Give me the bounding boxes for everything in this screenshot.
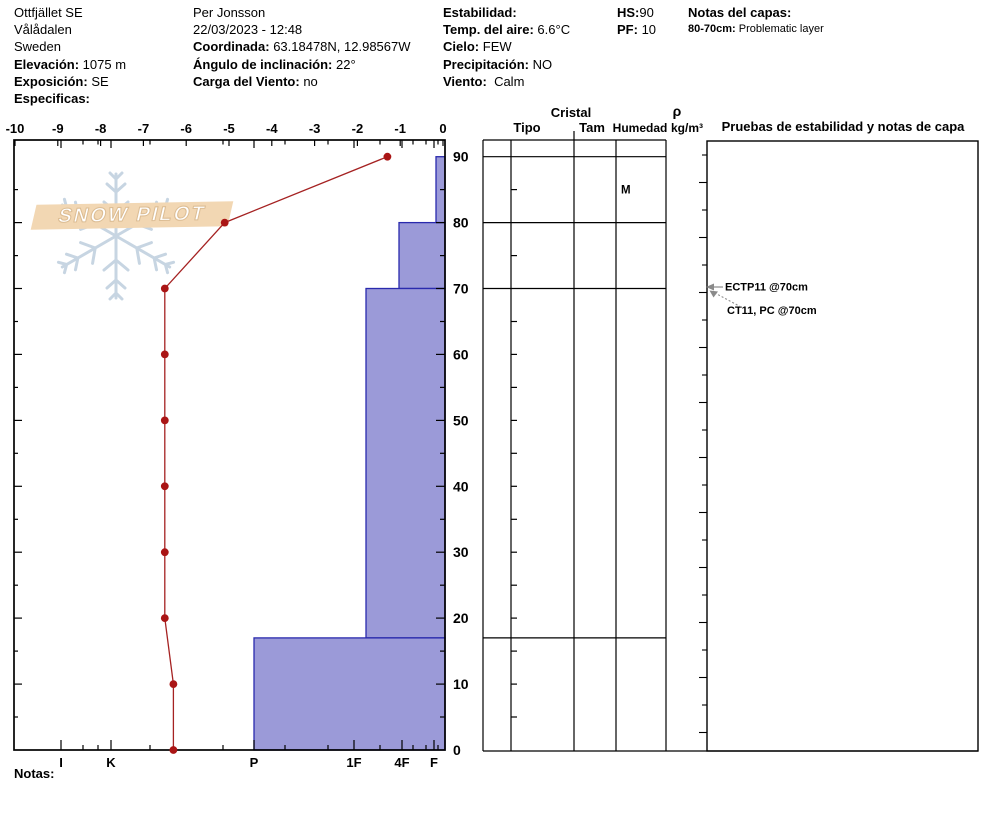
temperature-line <box>160 152 392 754</box>
header-layer-notes-column: Notas del capas: 80-70cm: Problematic la… <box>688 4 824 38</box>
stability-tests-box <box>706 140 979 752</box>
temp-tick-label: -2 <box>352 121 364 136</box>
hardness-tick-label: 1F <box>346 755 361 770</box>
aspect-row: Exposición: SE <box>14 73 109 89</box>
hardness-bar-1F <box>365 287 446 639</box>
temperature-point <box>160 416 169 425</box>
temp-axis-labels: -10 -9 -8 -7 -6 -5 -4 -3 -2 -1 0 <box>6 121 447 136</box>
layer-table-grid <box>482 131 978 752</box>
annotation-arrow-line-2 <box>714 292 742 308</box>
table-header-tipo: Tipo <box>513 120 540 135</box>
depth-label: 0 <box>453 742 461 758</box>
temperature-point <box>160 350 169 359</box>
precip-row: Precipitación: NO <box>443 56 553 72</box>
temp-axis-ticks <box>14 140 444 148</box>
temperature-point <box>383 152 392 161</box>
hardness-tick-label: 4F <box>394 755 409 770</box>
depth-label: 20 <box>453 610 469 626</box>
stability-row: Estabilidad: <box>443 5 517 20</box>
wind-loading-row: Carga del Viento: no <box>193 73 318 89</box>
depth-label: 40 <box>453 478 469 494</box>
depth-axis-ticks <box>14 189 445 718</box>
table-header-humedad: Humedad <box>613 121 668 135</box>
depth-label: 30 <box>453 544 469 560</box>
wind-row: Viento: Calm <box>443 73 525 89</box>
temperature-point <box>169 680 178 688</box>
header-observer-column: Per Jonsson 22/03/2023 - 12:48 Coordinad… <box>193 4 411 90</box>
hardness-axis-labels: I K P 1F 4F F <box>59 755 438 770</box>
header-site-column: Ottfjället SE Vålådalen Sweden Elevación… <box>14 4 126 107</box>
temperature-point <box>169 746 178 754</box>
temperature-point <box>160 482 169 491</box>
hardness-bar-P <box>253 637 446 751</box>
temp-tick-label: 0 <box>439 121 446 136</box>
temperature-point <box>160 284 169 293</box>
temp-tick-label: -8 <box>95 121 107 136</box>
layer-note-row: 80-70cm: Problematic layer <box>688 23 824 36</box>
temp-tick-label: -3 <box>309 121 321 136</box>
observation-datetime: 22/03/2023 - 12:48 <box>193 22 303 38</box>
annotation-arrowhead <box>706 283 714 291</box>
temp-tick-label: -1 <box>394 121 406 136</box>
depth-label: 70 <box>453 281 469 297</box>
site-name: Ottfjället SE <box>14 5 83 20</box>
table-header-tests: Pruebas de estabilidad y notas de capa <box>722 119 966 134</box>
table-headers: Cristal Tipo Tam Humedad ρ kg/m³ Pruebas de es… <box>513 103 965 135</box>
site-region: Vålådalen <box>14 22 72 38</box>
temperature-point <box>220 218 229 227</box>
hardness-tick-label: P <box>250 755 259 770</box>
stability-annotations: ECTP11 @70cm CT11, PC @70cm <box>706 282 817 317</box>
temp-tick-label: -10 <box>6 121 25 136</box>
hs-row: HS:90 <box>617 5 654 20</box>
hardness-bar-4F <box>398 221 446 290</box>
depth-label: 50 <box>453 412 469 428</box>
layer-notes-title: Notas del capas: <box>688 5 792 20</box>
hardness-axis-ticks <box>60 740 439 750</box>
hardness-tick-label: I <box>59 755 63 770</box>
temp-tick-label: -7 <box>138 121 150 136</box>
depth-label: 80 <box>453 215 469 231</box>
table-header-tam: Tam <box>579 120 605 135</box>
temp-tick-label: -4 <box>266 121 278 136</box>
observer-name: Per Jonsson <box>193 5 266 20</box>
hardness-tick-label: K <box>106 755 116 770</box>
table-header-rho: ρ <box>673 103 682 119</box>
hardness-bars <box>253 156 446 751</box>
air-temp-row: Temp. del aire: 6.6°C <box>443 22 571 38</box>
slope-angle-row: Ángulo de inclinación: 22° <box>193 56 356 72</box>
specifics-row: Especificas: <box>14 91 90 107</box>
test-annotation-ectp: ECTP11 @70cm <box>725 282 808 294</box>
temp-tick-label: -5 <box>223 121 235 136</box>
temperature-polyline <box>164 156 388 750</box>
header-totals-column: HS:90 PF: 10 <box>617 4 656 38</box>
depth-label: 60 <box>453 346 469 362</box>
table-header-cristal: Cristal <box>551 105 591 120</box>
coordinates-row: Coordinada: 63.18478N, 12.98567W <box>193 39 411 55</box>
header-weather-column: Estabilidad: Temp. del aire: 6.6°C Cielo… <box>443 4 570 90</box>
moisture-cells: M <box>621 185 631 197</box>
hardness-tick-label: F <box>430 755 438 770</box>
moisture-value: M <box>621 185 631 197</box>
temp-tick-label: -6 <box>180 121 192 136</box>
pf-row: PF: 10 <box>617 22 657 38</box>
depth-axis-labels: 90 80 70 60 50 40 30 20 10 0 <box>453 149 469 758</box>
notes-label: Notas: <box>14 766 55 781</box>
site-country: Sweden <box>14 39 61 55</box>
temp-tick-label: -9 <box>52 121 64 136</box>
annotation-arrowhead-2 <box>709 290 718 298</box>
elevation-row: Elevación: 1075 m <box>14 56 127 72</box>
depth-label: 90 <box>453 149 469 165</box>
density-scale-ticks <box>699 154 707 734</box>
depth-label: 10 <box>453 676 469 692</box>
sky-row: Cielo: FEW <box>443 39 512 55</box>
temperature-point <box>160 548 169 557</box>
table-header-rho-units: kg/m³ <box>671 121 703 135</box>
test-annotation-ct: CT11, PC @70cm <box>727 305 817 317</box>
temperature-point <box>160 614 169 622</box>
